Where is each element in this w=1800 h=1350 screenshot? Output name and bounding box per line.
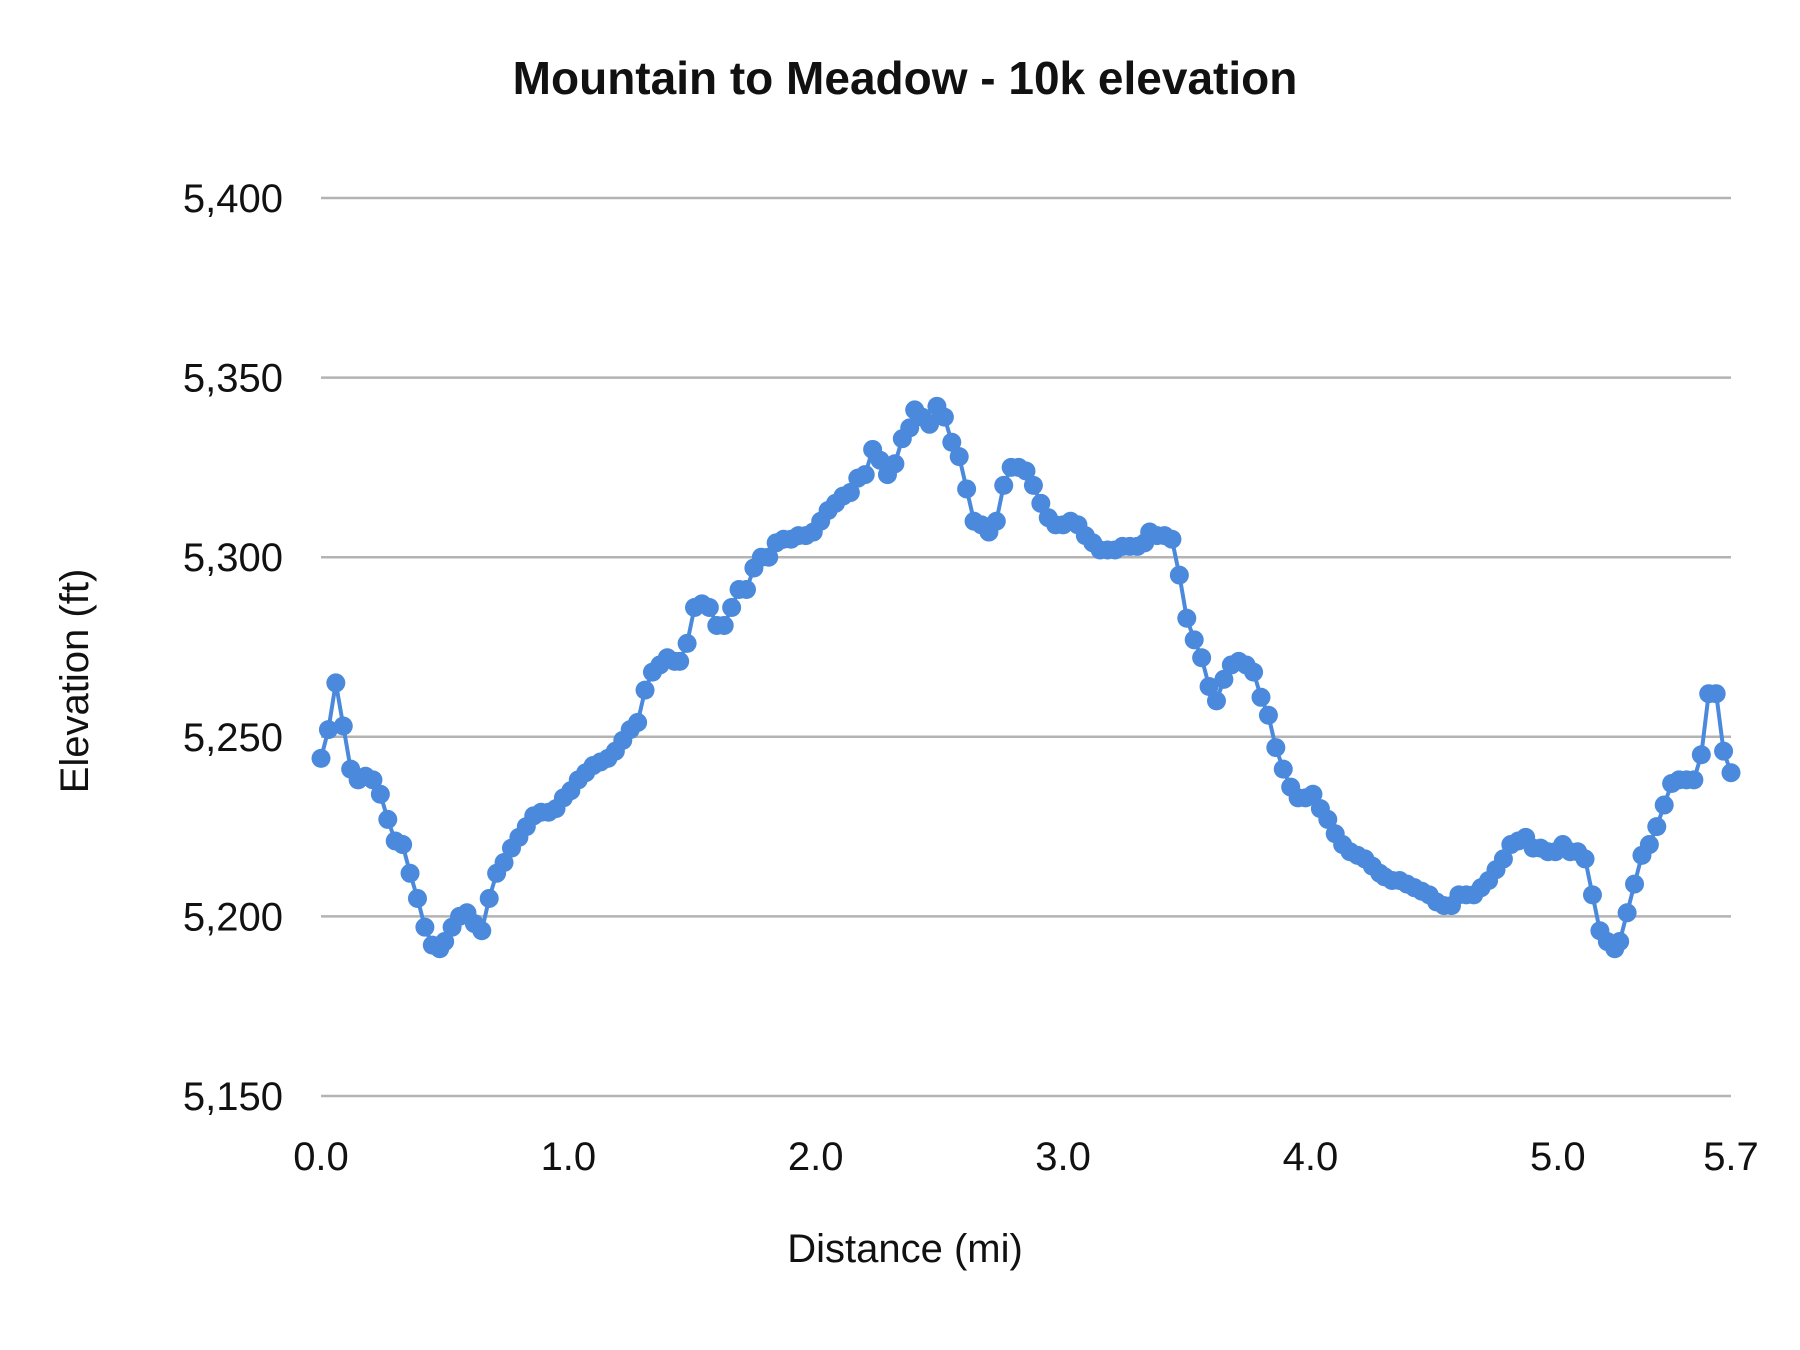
data-point [885, 454, 905, 474]
data-point [1493, 849, 1513, 869]
data-point [1654, 795, 1674, 815]
data-point [840, 483, 860, 503]
data-point [1684, 770, 1704, 790]
data-point [900, 418, 920, 438]
data-point [714, 615, 734, 635]
data-point [920, 414, 940, 434]
data-point [1625, 874, 1645, 894]
data-point [1617, 903, 1637, 923]
data-point [400, 863, 420, 883]
data-point [670, 651, 690, 671]
data-point [1647, 817, 1667, 837]
data-point [635, 680, 655, 700]
x-tick-labels: 0.0 1.0 2.0 3.0 4.0 5.0 5.7 [293, 1135, 1759, 1179]
data-point [855, 465, 875, 485]
data-point [1031, 493, 1051, 513]
data-point [1721, 763, 1741, 783]
data-point [1575, 849, 1595, 869]
data-point [1206, 691, 1226, 711]
data-point [435, 932, 455, 952]
data-point [1691, 745, 1711, 765]
data-point [628, 712, 648, 732]
y-tick-label: 5,250 [183, 716, 283, 760]
x-tick-label: 2.0 [788, 1135, 844, 1179]
y-tick-label: 5,400 [183, 177, 283, 221]
data-point [1610, 932, 1630, 952]
y-tick-label: 5,150 [183, 1075, 283, 1119]
data-point [957, 479, 977, 499]
data-point [1273, 759, 1293, 779]
x-tick-label: 0.0 [293, 1135, 349, 1179]
data-point [1184, 630, 1204, 650]
data-point [318, 720, 338, 740]
data-point [1023, 475, 1043, 495]
elevation-series [311, 396, 1741, 959]
data-point [1177, 608, 1197, 628]
x-tick-label: 4.0 [1283, 1135, 1339, 1179]
data-point [472, 921, 492, 941]
data-point [1251, 687, 1271, 707]
data-point [722, 597, 742, 617]
data-point [363, 770, 383, 790]
x-tick-label: 1.0 [541, 1135, 597, 1179]
data-point [393, 835, 413, 855]
data-point [1244, 662, 1264, 682]
data-point [1199, 677, 1219, 697]
x-tick-label: 3.0 [1035, 1135, 1091, 1179]
data-point [1318, 809, 1338, 829]
x-tick-label: 5.0 [1530, 1135, 1586, 1179]
data-point [1258, 705, 1278, 725]
data-point [311, 748, 331, 768]
data-point [870, 450, 890, 470]
data-point [1162, 529, 1182, 549]
data-point [1303, 784, 1323, 804]
x-axis-label: Distance (mi) [787, 1227, 1023, 1271]
data-point [1214, 669, 1234, 689]
data-point [407, 888, 427, 908]
x-tick-label: 5.7 [1703, 1135, 1759, 1179]
y-tick-label: 5,300 [183, 536, 283, 580]
data-point [378, 809, 398, 829]
y-axis-label: Elevation (ft) [53, 569, 97, 794]
data-point [1714, 741, 1734, 761]
data-point [1582, 885, 1602, 905]
data-point [994, 475, 1014, 495]
data-point [494, 853, 514, 873]
data-point [370, 784, 390, 804]
data-point [1016, 461, 1036, 481]
data-point [1639, 835, 1659, 855]
chart-title: Mountain to Meadow - 10k elevation [513, 52, 1298, 104]
data-point [949, 447, 969, 467]
data-point [326, 673, 346, 693]
data-point [1266, 738, 1286, 758]
y-tick-label: 5,200 [183, 895, 283, 939]
data-point [942, 432, 962, 452]
data-point [677, 633, 697, 653]
y-tick-labels: 5,150 5,200 5,250 5,300 5,350 5,400 [183, 177, 283, 1119]
data-point [934, 407, 954, 427]
data-point [759, 547, 779, 567]
data-point [736, 580, 756, 600]
data-point [986, 511, 1006, 531]
data-point [1192, 648, 1212, 668]
data-point [415, 917, 435, 937]
data-point [1169, 565, 1189, 585]
y-tick-label: 5,350 [183, 357, 283, 401]
data-point [333, 716, 353, 736]
gridlines [321, 196, 1731, 1098]
data-point [1706, 684, 1726, 704]
data-point [479, 888, 499, 908]
data-point [699, 597, 719, 617]
